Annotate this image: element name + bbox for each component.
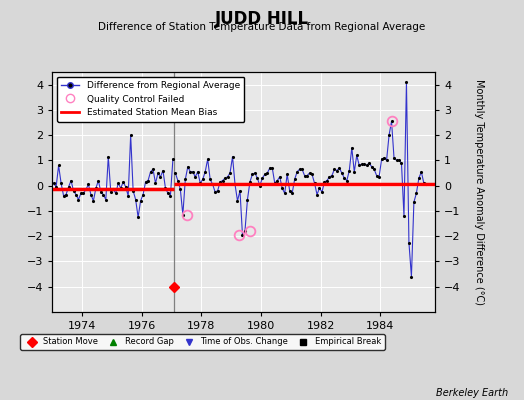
Legend: Station Move, Record Gap, Time of Obs. Change, Empirical Break: Station Move, Record Gap, Time of Obs. C… [20, 334, 385, 350]
Text: Berkeley Earth: Berkeley Earth [436, 388, 508, 398]
Legend: Difference from Regional Average, Quality Control Failed, Estimated Station Mean: Difference from Regional Average, Qualit… [57, 76, 245, 122]
Y-axis label: Monthly Temperature Anomaly Difference (°C): Monthly Temperature Anomaly Difference (… [474, 79, 484, 305]
Text: JUDD HILL: JUDD HILL [215, 10, 309, 28]
Text: Difference of Station Temperature Data from Regional Average: Difference of Station Temperature Data f… [99, 22, 425, 32]
